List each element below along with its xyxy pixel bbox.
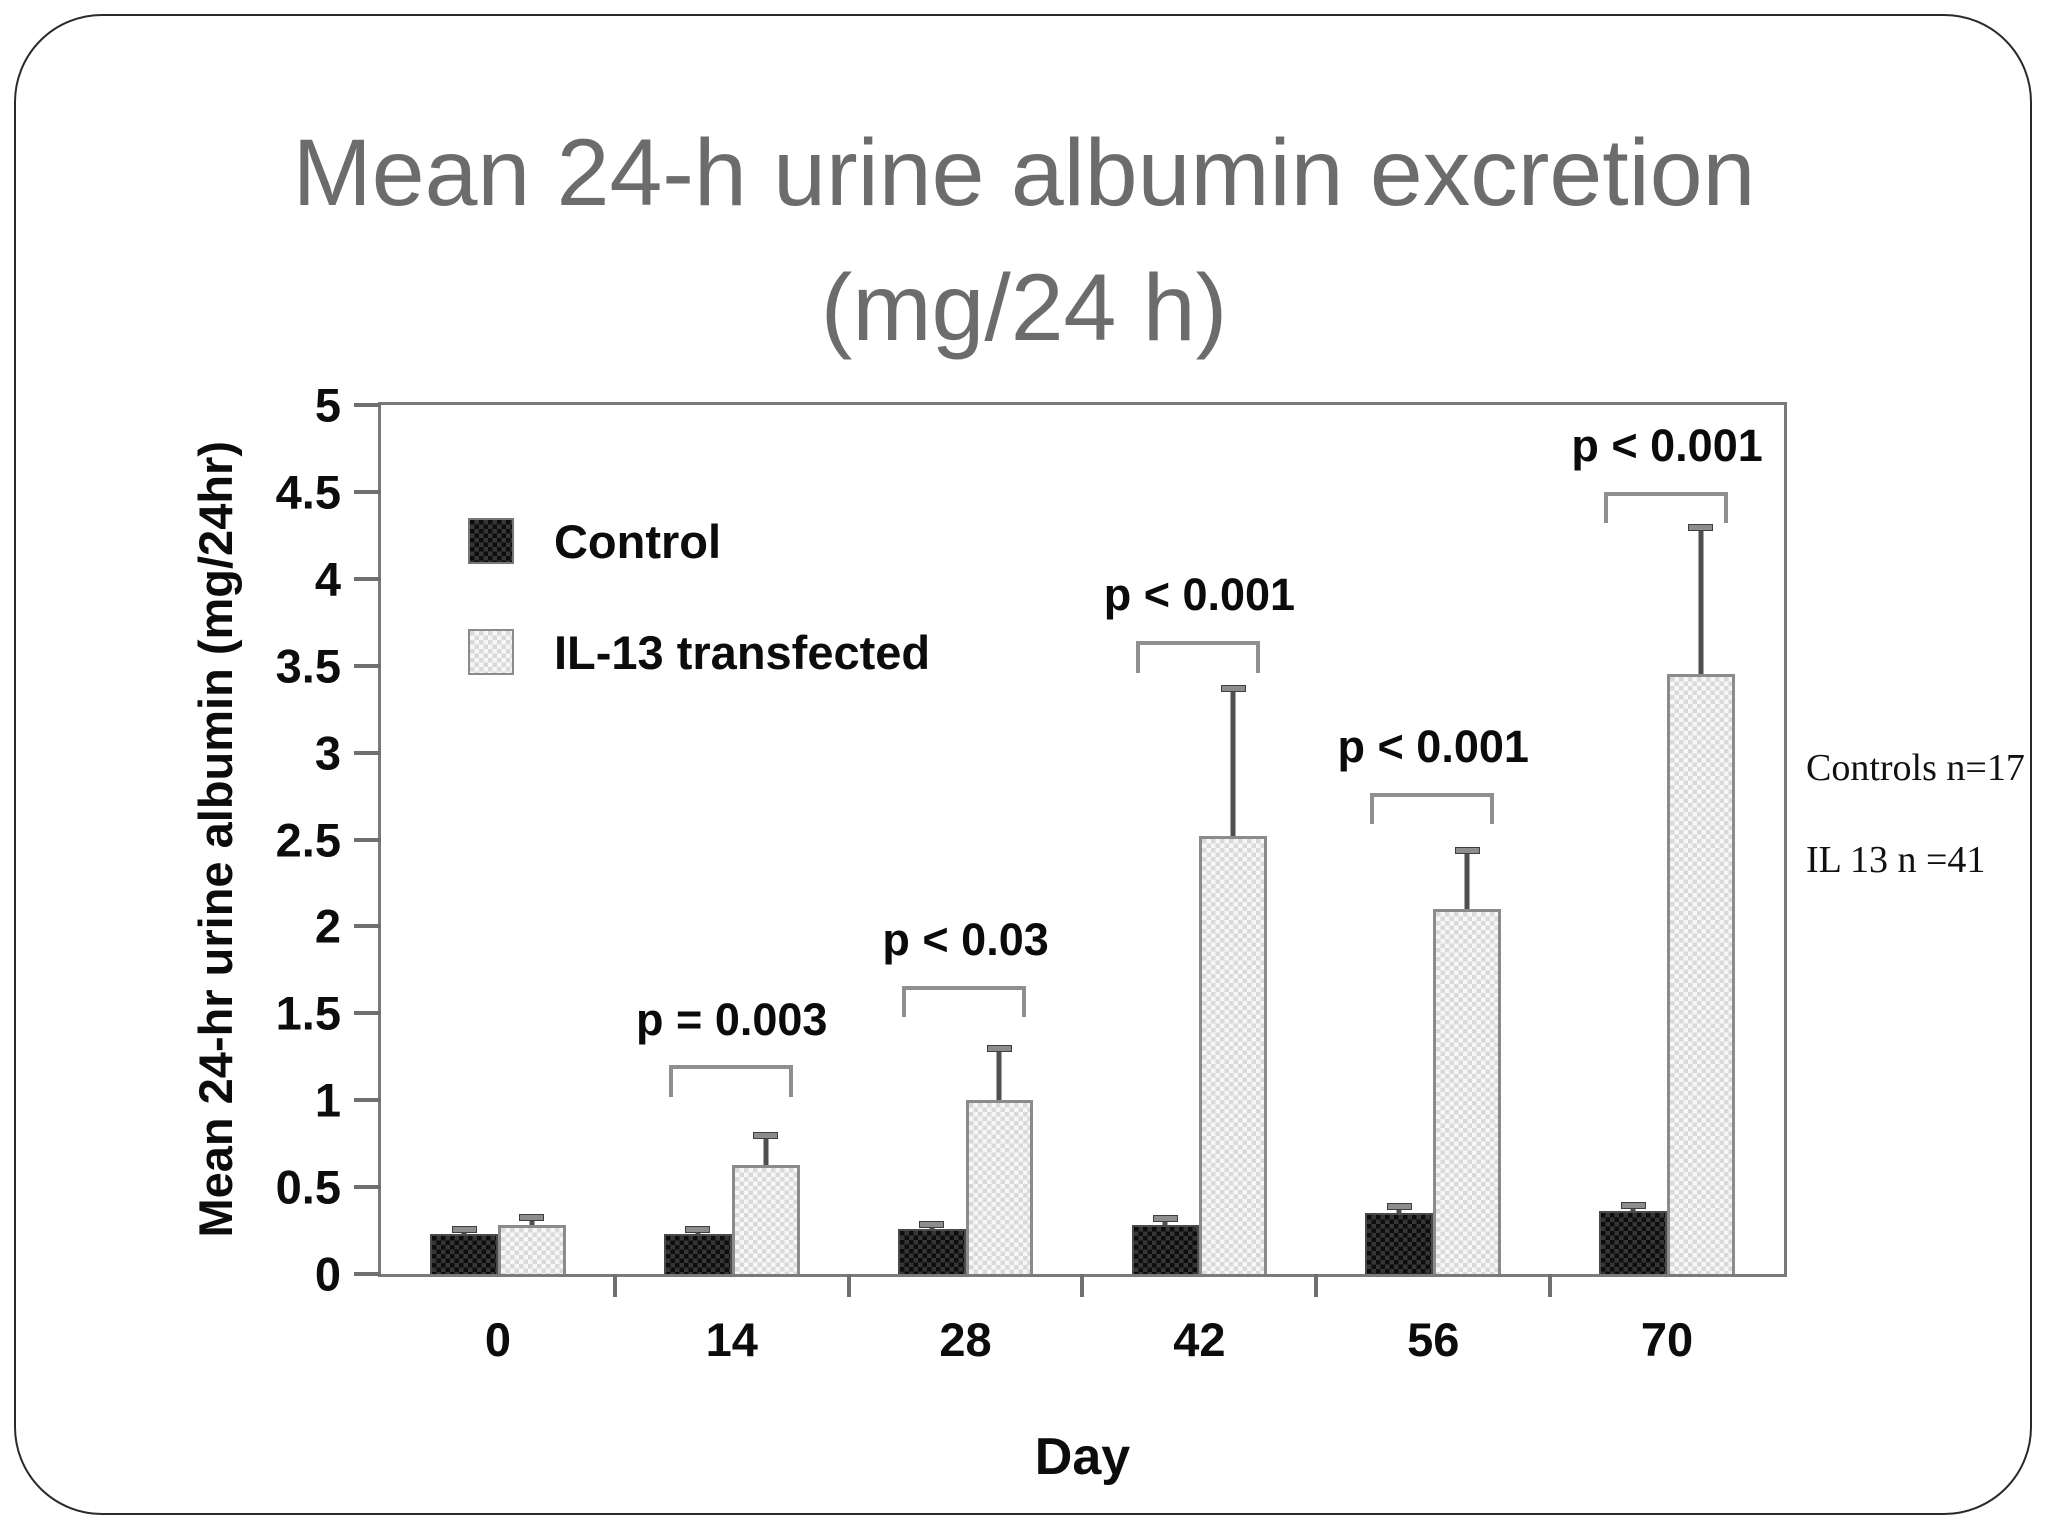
error-bar-cap — [1386, 1203, 1412, 1211]
error-bar-cap — [1688, 523, 1714, 531]
p-value-label-day-42: p < 0.001 — [1103, 569, 1296, 621]
significance-bracket-day-28 — [902, 985, 1027, 1017]
p-value-label-day-70: p < 0.001 — [1571, 420, 1763, 471]
error-bar-cap — [1454, 846, 1480, 854]
p-value-label-day-28: p < 0.03 — [882, 913, 1049, 965]
p-value-label-day-14: p = 0.003 — [636, 993, 828, 1045]
il13-bar-day-0 — [497, 1225, 566, 1274]
x-tick-label-0: 0 — [484, 1313, 511, 1366]
legend-item-control: Control — [467, 514, 930, 569]
slide-border — [14, 14, 2032, 1515]
legend-swatch-il13 — [467, 629, 514, 676]
x-tick-mark — [1548, 1274, 1553, 1297]
x-tick-label-14: 14 — [705, 1313, 758, 1366]
error-bar-il13-28 — [986, 1045, 1012, 1101]
side-note-controls: Controls n=17 — [1806, 747, 2025, 789]
il13-bar-day-28 — [965, 1100, 1034, 1274]
error-bar-control-56 — [1386, 1203, 1412, 1214]
bar-group-day-70: 70 p < 0.001 — [1548, 405, 1784, 1366]
side-notes: Controls n=17 IL 13 n =41 — [1806, 746, 2048, 882]
error-bar-control-28 — [919, 1220, 945, 1229]
error-bar-control-0 — [451, 1225, 477, 1235]
error-bar-il13-14 — [753, 1131, 779, 1165]
error-bar-il13-42 — [1220, 685, 1246, 837]
bar-groups: 0 14 p = 0.003 28 p < 0.03 42 p < 0.001 56 p < 0… — [381, 405, 1784, 1366]
x-tick-label-42: 42 — [1173, 1313, 1226, 1366]
bar-group-day-14: 14 p = 0.003 — [612, 405, 849, 1366]
x-tick-mark — [846, 1274, 851, 1297]
y-axis-title: Mean 24-hr urine albumin (mg/24hr) — [188, 441, 242, 1238]
il13-bar-day-42 — [1199, 836, 1268, 1274]
plot-area: 0 0.5 1 1.5 2 2.5 3 3.5 4 4.5 5 0 14 p = 0.003 28 p < … — [276, 382, 1787, 1366]
control-bar-day-14 — [663, 1234, 732, 1274]
x-tick-label-28: 28 — [939, 1313, 992, 1366]
legend-label-control: Control — [553, 514, 722, 568]
error-bar-cap — [919, 1220, 945, 1228]
y-axis-title-wrap: Mean 24-hr urine albumin (mg/24hr) — [180, 402, 250, 1277]
legend-item-il13: IL-13 transfected — [467, 625, 931, 680]
control-bar-day-70 — [1599, 1211, 1668, 1274]
control-bar-day-0 — [430, 1234, 498, 1274]
error-bar-il13-70 — [1688, 523, 1714, 675]
il13-bar-day-56 — [1433, 909, 1502, 1274]
il13-bar-day-70 — [1667, 674, 1735, 1274]
slide-title: Mean 24-h urine albumin excretion (mg/24 … — [0, 106, 2048, 376]
control-bar-day-28 — [897, 1228, 966, 1274]
error-bar-cap — [1620, 1201, 1646, 1209]
control-bar-day-56 — [1365, 1213, 1434, 1274]
error-bar-cap — [753, 1131, 779, 1139]
error-bar-cap — [1220, 685, 1246, 693]
p-value-label-day-56: p < 0.001 — [1337, 720, 1529, 772]
legend: Control IL-13 transfected — [467, 514, 931, 680]
error-bar-cap — [519, 1213, 545, 1221]
error-bar-cap — [685, 1225, 711, 1233]
error-bar-il13-0 — [519, 1213, 545, 1226]
legend-label-il13: IL-13 transfected — [553, 625, 931, 679]
error-bar-cap — [451, 1225, 477, 1233]
control-bar-day-42 — [1131, 1225, 1200, 1274]
side-note-il13: IL 13 n =41 — [1806, 839, 1986, 881]
significance-bracket-day-70 — [1603, 491, 1728, 524]
il13-bar-day-14 — [731, 1164, 800, 1274]
x-tick-mark — [1314, 1274, 1319, 1297]
x-tick-mark — [612, 1274, 617, 1297]
significance-bracket-day-56 — [1370, 792, 1494, 824]
error-bar-control-42 — [1152, 1215, 1178, 1226]
x-tick-mark — [1080, 1274, 1085, 1297]
error-bar-control-70 — [1620, 1201, 1646, 1212]
bar-group-day-42: 42 p < 0.001 — [1080, 405, 1316, 1366]
bar-group-day-0: 0 — [381, 405, 615, 1366]
error-bar-cap — [986, 1045, 1012, 1053]
bar-group-day-28: 28 p < 0.03 — [846, 405, 1083, 1366]
error-bar-cap — [1152, 1215, 1178, 1223]
slide-title-line2: (mg/24 h) — [820, 254, 1228, 361]
significance-bracket-day-42 — [1136, 641, 1261, 673]
slide-title-line1: Mean 24-h urine albumin excretion — [292, 119, 1756, 226]
bar-group-day-56: 56 p < 0.001 — [1314, 405, 1550, 1366]
x-axis-title: Day — [1034, 1428, 1131, 1486]
error-bar-control-14 — [685, 1225, 711, 1235]
x-tick-label-56: 56 — [1407, 1313, 1460, 1366]
x-tick-label-70: 70 — [1640, 1313, 1694, 1366]
significance-bracket-day-14 — [668, 1065, 793, 1097]
legend-swatch-control — [467, 518, 514, 565]
error-bar-il13-56 — [1454, 846, 1480, 910]
